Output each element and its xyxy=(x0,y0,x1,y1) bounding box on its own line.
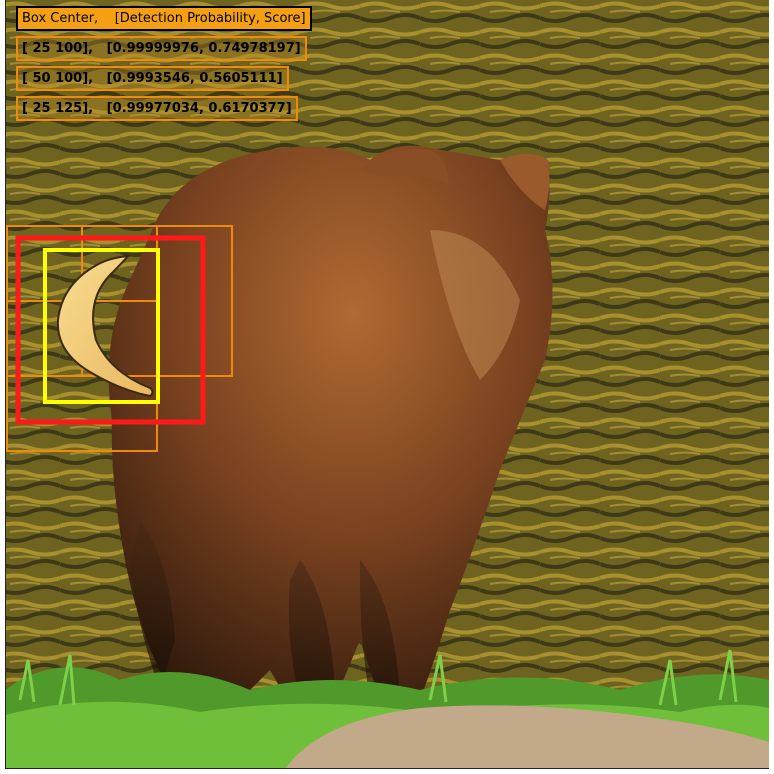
legend-header: Box Center, [Detection Probability, Scor… xyxy=(16,6,312,31)
legend-row: [ 50 100], [0.9993546, 0.5605111] xyxy=(16,66,289,91)
banana-box xyxy=(43,248,160,404)
legend-row: [ 25 100], [0.99999976, 0.74978197] xyxy=(16,36,307,61)
legend-row: [ 25 125], [0.99977034, 0.6170377] xyxy=(16,96,298,121)
banana xyxy=(56,254,154,398)
rock xyxy=(285,705,769,769)
bear xyxy=(108,145,553,705)
selected-detection-box xyxy=(15,235,206,425)
